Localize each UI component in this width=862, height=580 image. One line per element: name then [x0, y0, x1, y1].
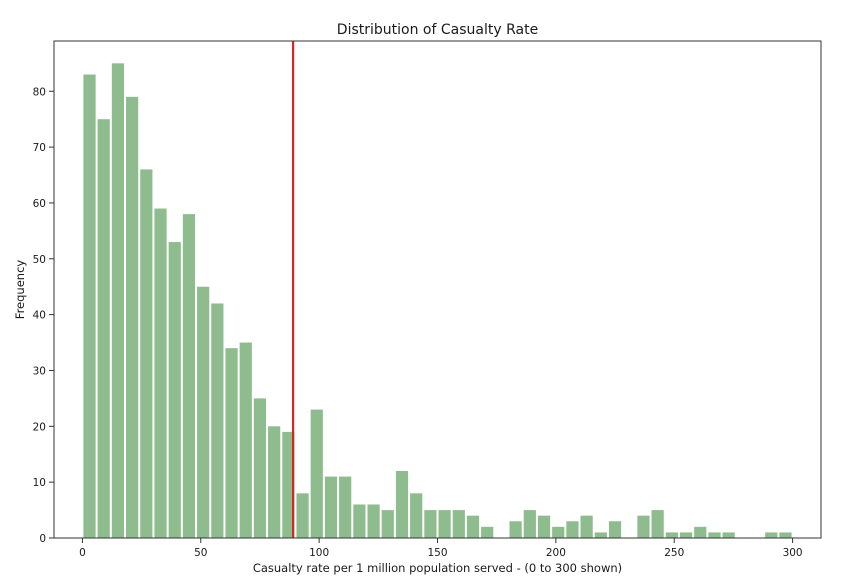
x-tick-label: 300 — [783, 547, 803, 559]
histogram-bar — [225, 348, 238, 538]
histogram-bar — [140, 169, 153, 538]
y-axis-ticks: 0 10 20 30 40 50 60 70 80 — [33, 86, 54, 545]
x-axis-label: Casualty rate per 1 million population s… — [253, 561, 622, 575]
histogram-bar — [452, 510, 465, 538]
histogram-bar — [126, 96, 139, 538]
histogram-bar — [239, 342, 252, 538]
x-tick-label: 100 — [309, 547, 329, 559]
histogram-bar — [665, 532, 678, 538]
histogram-bar — [154, 208, 167, 539]
histogram-bar — [367, 504, 380, 538]
y-tick-label: 20 — [33, 421, 46, 433]
histogram-bar — [765, 532, 778, 538]
histogram-bar — [97, 119, 110, 538]
histogram-bar — [580, 515, 593, 538]
histogram-bar — [168, 242, 181, 539]
y-tick-label: 50 — [33, 254, 46, 266]
bars-group — [83, 63, 792, 539]
x-axis-ticks: 0 50 100 150 200 250 300 — [79, 538, 803, 559]
histogram-bar — [637, 515, 650, 538]
y-tick-label: 30 — [33, 365, 46, 377]
histogram-bar — [424, 510, 437, 538]
histogram-bar — [182, 214, 196, 538]
histogram-bar — [197, 286, 210, 538]
y-tick-label: 0 — [39, 533, 46, 545]
histogram-bar — [83, 74, 96, 538]
histogram-bar — [481, 526, 494, 538]
y-axis-label: Frequency — [13, 260, 27, 320]
histogram-bar — [779, 532, 792, 538]
histogram-bar — [708, 532, 721, 538]
histogram-bar — [211, 303, 224, 538]
histogram-bar — [608, 521, 622, 538]
histogram-bar — [651, 510, 664, 538]
y-tick-label: 10 — [33, 477, 46, 489]
histogram-bar — [594, 532, 607, 538]
histogram-bar — [268, 426, 281, 538]
histogram-bar — [438, 510, 451, 538]
histogram-bar — [353, 504, 366, 538]
histogram-bar — [282, 431, 295, 538]
histogram-bar — [381, 510, 394, 538]
histogram-bar — [552, 526, 565, 538]
y-tick-label: 60 — [33, 198, 46, 210]
x-tick-label: 250 — [664, 547, 684, 559]
histogram-bar — [509, 521, 522, 538]
x-tick-label: 0 — [79, 547, 86, 559]
histogram-bar — [566, 521, 579, 538]
y-tick-label: 70 — [33, 142, 46, 154]
histogram-bar — [679, 532, 693, 538]
histogram-bar — [537, 515, 551, 538]
chart-title: Distribution of Casualty Rate — [337, 22, 538, 38]
histogram-bar — [296, 493, 309, 538]
histogram-bar — [339, 476, 352, 538]
histogram-bar — [395, 470, 409, 538]
histogram-bar — [722, 532, 735, 538]
histogram-bar — [324, 476, 338, 538]
histogram-bar — [523, 510, 536, 538]
histogram-bar — [111, 63, 125, 539]
y-tick-label: 80 — [33, 86, 46, 98]
histogram-bar — [466, 515, 480, 538]
histogram-bar — [253, 398, 267, 538]
histogram-bar — [410, 493, 423, 538]
y-tick-label: 40 — [33, 310, 46, 322]
x-tick-label: 150 — [427, 547, 447, 559]
x-tick-label: 200 — [546, 547, 566, 559]
x-tick-label: 50 — [194, 547, 207, 559]
histogram-bar — [310, 409, 323, 538]
histogram-bar — [694, 526, 707, 538]
